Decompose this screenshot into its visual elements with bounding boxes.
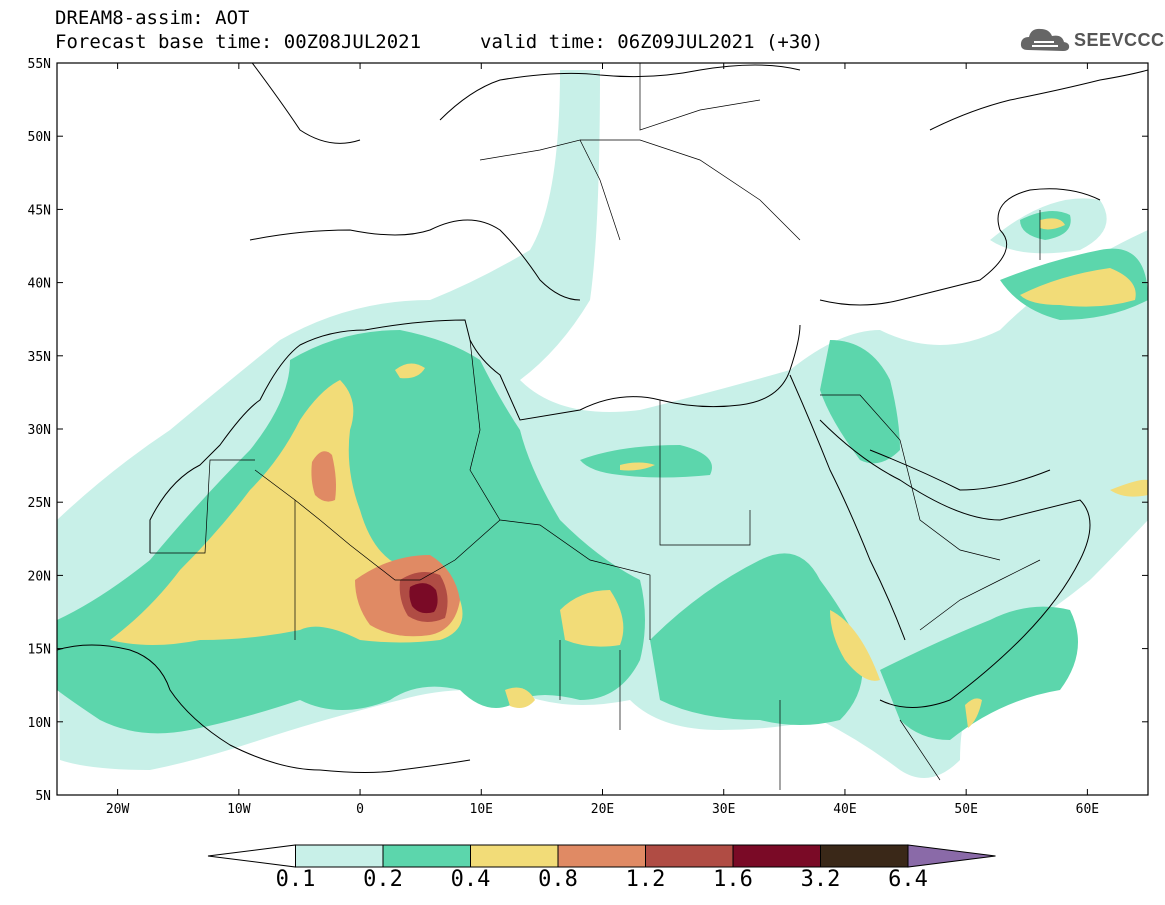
coastlines	[57, 63, 1148, 773]
colorbar-label: 0.2	[363, 867, 403, 892]
map-title: DREAM8-assim: AOT	[55, 7, 250, 29]
y-axis: 55N 50N 45N 40N 35N 30N 25N 20N 15N 10N 5N	[28, 57, 1148, 804]
colorbar-segment	[820, 844, 909, 868]
colorbar-label: 0.1	[275, 867, 316, 892]
x-tick-label: 40E	[833, 802, 856, 817]
y-tick-label: 45N	[28, 203, 51, 218]
colorbar-segment	[470, 844, 559, 868]
y-tick-label: 10N	[28, 716, 51, 731]
y-tick-label: 55N	[28, 57, 51, 72]
colorbar-label: 1.2	[625, 867, 666, 892]
x-tick-label: 10E	[470, 802, 493, 817]
y-tick-label: 25N	[28, 496, 51, 511]
y-tick-label: 15N	[28, 643, 51, 658]
colorbar-segment	[732, 844, 821, 868]
colorbar-arrow-high	[907, 844, 996, 868]
colorbar-label: 3.2	[800, 867, 841, 892]
forecast-base-time: Forecast base time: 00Z08JUL2021	[55, 31, 422, 53]
colorbar-segment	[382, 844, 471, 868]
y-tick-label: 30N	[28, 423, 51, 438]
x-tick-label: 50E	[954, 802, 977, 817]
colorbar-label: 6.4	[888, 867, 928, 892]
y-tick-label: 50N	[28, 130, 51, 145]
y-tick-label: 20N	[28, 569, 51, 584]
y-tick-label: 35N	[28, 350, 51, 365]
y-tick-label: 40N	[28, 277, 51, 292]
x-tick-label: 0	[356, 802, 364, 817]
x-tick-label: 10W	[227, 802, 251, 817]
x-tick-label: 20W	[106, 802, 130, 817]
x-tick-label: 30E	[712, 802, 735, 817]
x-tick-label: 60E	[1076, 802, 1099, 817]
colorbar-segment	[557, 844, 646, 868]
x-tick-label: 20E	[591, 802, 614, 817]
colorbar	[207, 844, 996, 868]
x-axis: 20W 10W 0 10E 20E 30E 40E 50E 60E	[106, 63, 1099, 817]
colorbar-segment	[645, 844, 734, 868]
valid-time: valid time: 06Z09JUL2021 (+30)	[480, 31, 824, 53]
colorbar-label: 0.4	[450, 867, 491, 892]
y-tick-label: 5N	[35, 789, 51, 804]
colorbar-arrow-low	[207, 844, 296, 868]
colorbar-segment	[295, 844, 384, 868]
cloud-icon	[1020, 28, 1070, 51]
seevccc-logo: SEEVCCC	[1018, 22, 1164, 58]
aot-contours	[57, 70, 1148, 778]
colorbar-label: 0.8	[538, 867, 578, 892]
logo-text: SEEVCCC	[1074, 30, 1165, 50]
borders	[150, 63, 1041, 790]
colorbar-label: 1.6	[713, 867, 753, 892]
